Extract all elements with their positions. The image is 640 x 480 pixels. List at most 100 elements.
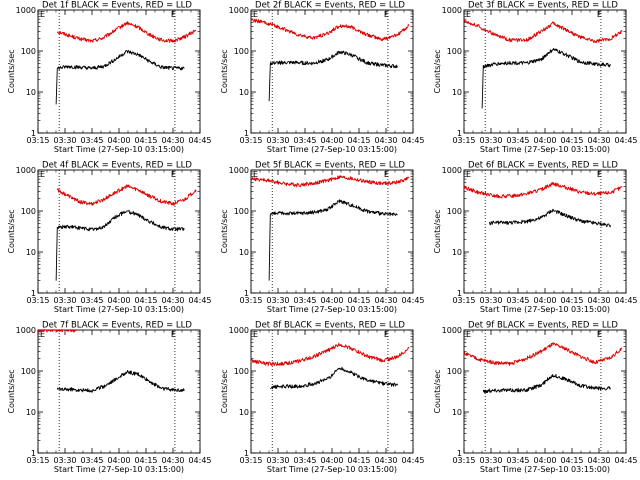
y-axis-label: Counts/sec — [220, 209, 229, 253]
y-tick-label: 10 — [452, 88, 462, 97]
detector-chart: Det 5f BLACK = Events, RED = LLD 1 10 100 10… — [220, 161, 425, 315]
x-tick-label: 04:00 — [107, 456, 130, 465]
lld-series-line — [464, 181, 623, 199]
x-tick-label: 04:15 — [560, 456, 583, 465]
y-tick-label: 1 — [244, 449, 249, 458]
y-axis-label: Counts/sec — [433, 49, 442, 93]
x-tick-label: 03:45 — [80, 296, 103, 305]
axes-frame — [463, 9, 627, 134]
series-group — [464, 342, 623, 394]
marker-label-right: E — [171, 170, 176, 179]
detector-panel: Det 9f BLACK = Events, RED = LLD 1 10 100 10… — [426, 320, 639, 480]
detector-chart: Det 4f BLACK = Events, RED = LLD 1 10 100 10… — [7, 161, 212, 315]
y-tick-label: 10 — [452, 408, 462, 417]
y-tick-label: 1 — [31, 289, 36, 298]
events-series-line — [55, 209, 185, 281]
y-tick-label: 1 — [457, 129, 462, 138]
axes-frame — [37, 329, 201, 454]
y-axis-label: Counts/sec — [7, 209, 16, 253]
x-tick-label: 03:15 — [452, 456, 475, 465]
axes-frame — [250, 9, 414, 134]
y-tick-label: 100 — [21, 367, 36, 376]
x-tick-label: 04:00 — [320, 296, 343, 305]
x-tick-label: 03:45 — [506, 456, 529, 465]
y-axis-label: Counts/sec — [433, 369, 442, 413]
series-group — [251, 175, 410, 281]
y-axis-label: Counts/sec — [433, 209, 442, 253]
x-axis-label: Start Time (27-Sep-10 03:15:00) — [54, 305, 184, 314]
y-tick-label: 1 — [31, 129, 36, 138]
detector-panel: Det 3f BLACK = Events, RED = LLD 1 10 100 10… — [426, 0, 639, 160]
x-tick-label: 04:00 — [107, 296, 130, 305]
lld-series-line — [251, 18, 410, 42]
x-tick-label: 03:15 — [452, 296, 475, 305]
x-tick-label: 04:15 — [134, 136, 157, 145]
series-group — [464, 181, 623, 228]
x-tick-label: 03:30 — [479, 136, 502, 145]
x-axis-label: Start Time (27-Sep-10 03:15:00) — [480, 465, 610, 474]
plot-title: Det 9f BLACK = Events, RED = LLD — [468, 321, 618, 331]
y-tick-label: 1 — [31, 449, 36, 458]
detector-panel: Det 8f BLACK = Events, RED = LLD 1 10 100 10… — [213, 320, 426, 480]
x-tick-label: 04:00 — [533, 136, 556, 145]
lld-series-line — [56, 184, 197, 206]
y-axis-label: Counts/sec — [7, 49, 16, 93]
events-series-line — [268, 50, 398, 102]
plot-title: Det 7f BLACK = Events, RED = LLD — [42, 321, 192, 331]
series-group — [55, 21, 197, 105]
y-axis-label: Counts/sec — [7, 369, 16, 413]
y-tick-label: 1 — [244, 289, 249, 298]
y-tick-label: 1000 — [16, 6, 36, 15]
x-axis-label: Start Time (27-Sep-10 03:15:00) — [54, 465, 184, 474]
x-tick-label: 03:30 — [266, 456, 289, 465]
x-tick-label: 03:30 — [53, 136, 76, 145]
x-tick-label: 04:45 — [188, 296, 211, 305]
marker-label-left: E — [466, 170, 471, 179]
events-series-line — [55, 49, 185, 105]
y-tick-label: 10 — [26, 408, 36, 417]
axes-frame — [250, 169, 414, 294]
x-tick-label: 03:15 — [26, 456, 49, 465]
x-tick-label: 03:45 — [80, 456, 103, 465]
x-tick-label: 04:30 — [374, 456, 397, 465]
plot-title: Det 3f BLACK = Events, RED = LLD — [468, 1, 618, 11]
x-axis-label: Start Time (27-Sep-10 03:15:00) — [267, 305, 397, 314]
x-tick-label: 04:45 — [614, 136, 637, 145]
series-group — [251, 342, 410, 390]
x-tick-label: 04:45 — [614, 456, 637, 465]
y-tick-label: 10 — [239, 88, 249, 97]
series-group — [38, 330, 185, 393]
x-tick-label: 03:30 — [479, 296, 502, 305]
detector-chart: Det 2f BLACK = Events, RED = LLD 1 10 100 10… — [220, 1, 425, 155]
x-axis-label: Start Time (27-Sep-10 03:15:00) — [267, 465, 397, 474]
y-tick-label: 1 — [457, 449, 462, 458]
marker-label-left: E — [253, 170, 258, 179]
y-axis-label: Counts/sec — [220, 369, 229, 413]
x-tick-label: 03:30 — [53, 456, 76, 465]
x-tick-label: 03:30 — [479, 456, 502, 465]
x-tick-label: 03:15 — [26, 136, 49, 145]
detector-panel: Det 4f BLACK = Events, RED = LLD 1 10 100 10… — [0, 160, 213, 320]
y-tick-label: 100 — [21, 207, 36, 216]
detector-chart: Det 6f BLACK = Events, RED = LLD 1 10 100 10… — [433, 161, 638, 315]
marker-label-left: E — [253, 10, 258, 19]
x-tick-label: 04:30 — [161, 136, 184, 145]
y-tick-label: 100 — [234, 367, 249, 376]
x-tick-label: 04:15 — [134, 456, 157, 465]
x-tick-label: 03:45 — [293, 296, 316, 305]
axes-frame — [250, 329, 414, 454]
x-tick-label: 04:30 — [374, 296, 397, 305]
x-tick-label: 03:15 — [452, 136, 475, 145]
series-group — [464, 19, 623, 109]
y-tick-label: 10 — [26, 88, 36, 97]
x-tick-label: 04:45 — [188, 136, 211, 145]
detector-chart: Det 9f BLACK = Events, RED = LLD 1 10 100 10… — [433, 321, 638, 475]
y-tick-label: 100 — [234, 207, 249, 216]
y-tick-label: 1000 — [16, 166, 36, 175]
plot-title: Det 2f BLACK = Events, RED = LLD — [255, 1, 405, 11]
y-tick-label: 10 — [452, 248, 462, 257]
x-tick-label: 04:15 — [560, 296, 583, 305]
x-tick-label: 03:45 — [293, 136, 316, 145]
x-axis-label: Start Time (27-Sep-10 03:15:00) — [480, 145, 610, 154]
detector-chart: Det 3f BLACK = Events, RED = LLD 1 10 100 10… — [433, 1, 638, 155]
